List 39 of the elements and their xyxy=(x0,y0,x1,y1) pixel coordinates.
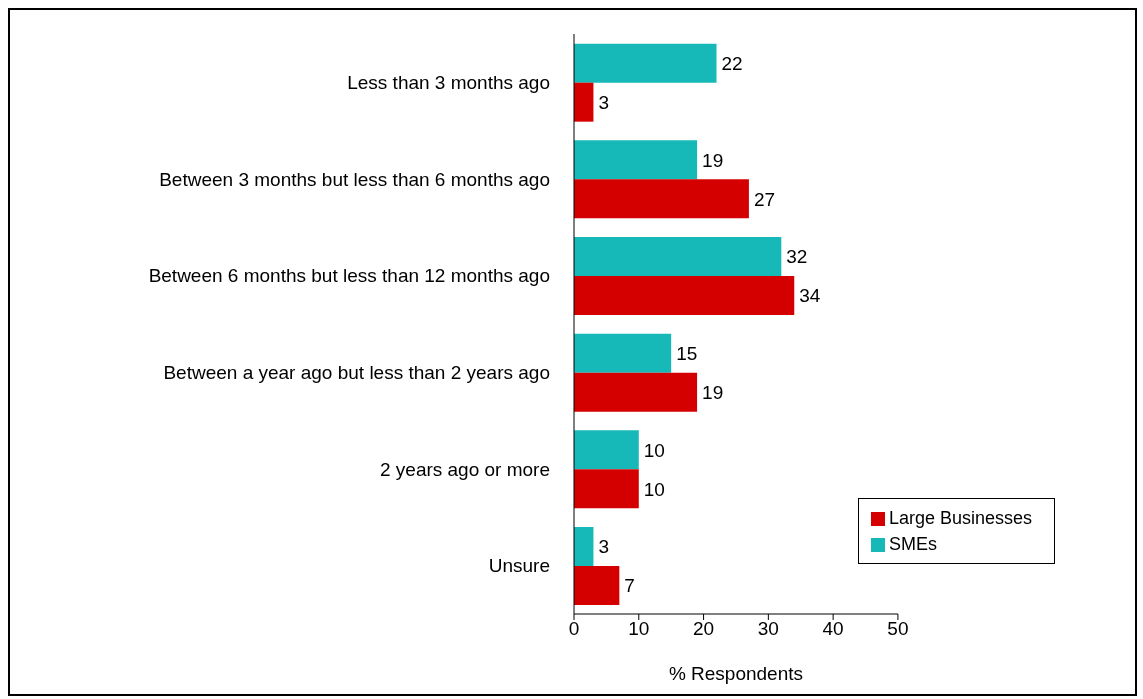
x-tick-label: 0 xyxy=(568,618,580,640)
data-label: 3 xyxy=(598,536,610,558)
y-tick-label: 2 years ago or more xyxy=(379,458,550,480)
bar xyxy=(574,430,639,470)
legend-label: Large Businesses xyxy=(888,508,1032,528)
bar xyxy=(574,43,717,83)
bar xyxy=(574,333,672,373)
y-tick-label: Between a year ago but less than 2 years ago xyxy=(163,362,550,384)
data-label: 27 xyxy=(753,188,776,210)
y-tick-label: Less than 3 months ago xyxy=(347,72,550,94)
bar xyxy=(574,140,698,180)
data-label: 7 xyxy=(624,575,635,597)
x-tick-label: 10 xyxy=(628,618,650,640)
data-label: 10 xyxy=(643,478,665,500)
bar xyxy=(574,469,639,509)
bar xyxy=(574,179,749,219)
x-axis-title: % Respondents xyxy=(668,663,804,684)
x-tick-label: 50 xyxy=(887,618,909,640)
data-label: 15 xyxy=(676,342,698,364)
x-tick-label: 40 xyxy=(822,618,844,640)
data-label: 32 xyxy=(786,246,808,268)
bar xyxy=(574,372,698,412)
y-tick-label: Between 3 months but less than 6 months ago xyxy=(159,168,550,190)
y-tick-label: Unsure xyxy=(488,555,550,577)
data-label: 3 xyxy=(598,91,610,113)
bar xyxy=(574,276,795,315)
x-tick-label: 20 xyxy=(692,618,715,640)
bar xyxy=(574,82,594,122)
data-label: 22 xyxy=(721,52,743,74)
data-label: 34 xyxy=(799,285,821,307)
bar xyxy=(574,527,594,566)
legend-label: SMEs xyxy=(888,534,937,554)
data-label: 10 xyxy=(643,439,665,461)
bar xyxy=(574,237,782,276)
y-tick-label: Between 6 months but less than 12 months ago xyxy=(148,265,550,287)
bar xyxy=(574,566,620,605)
data-label: 19 xyxy=(702,381,724,403)
x-tick-label: 30 xyxy=(757,618,779,640)
data-label: 19 xyxy=(702,149,724,171)
